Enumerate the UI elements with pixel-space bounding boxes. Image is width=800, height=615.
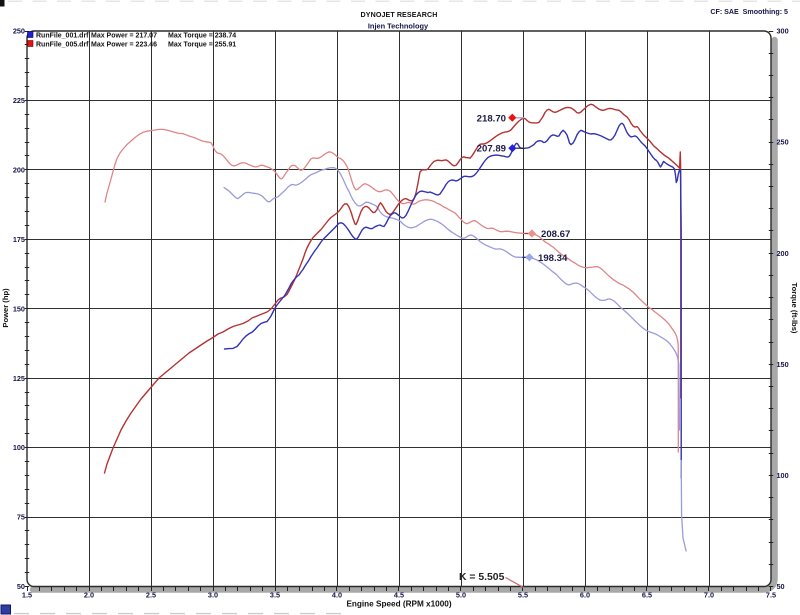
svg-text:RunFile_005.drf: RunFile_005.drf xyxy=(36,41,89,48)
svg-text:6.0: 6.0 xyxy=(580,591,590,600)
svg-text:100: 100 xyxy=(777,471,789,480)
svg-text:5.5: 5.5 xyxy=(518,591,528,600)
svg-text:Max Power = 217.07: Max Power = 217.07 xyxy=(91,32,157,39)
svg-text:3.0: 3.0 xyxy=(208,591,218,600)
svg-text:5.0: 5.0 xyxy=(456,591,466,600)
svg-text:207.89: 207.89 xyxy=(477,144,506,155)
svg-text:100: 100 xyxy=(13,443,25,452)
svg-text:Injen Technology: Injen Technology xyxy=(368,22,429,31)
svg-text:2.5: 2.5 xyxy=(146,591,156,600)
svg-text:50: 50 xyxy=(777,582,785,591)
svg-text:6.5: 6.5 xyxy=(642,591,652,600)
svg-text:75: 75 xyxy=(17,513,25,522)
svg-text:2.0: 2.0 xyxy=(84,591,94,600)
svg-text:Max Torque = 255.91: Max Torque = 255.91 xyxy=(168,41,236,48)
svg-text:7.0: 7.0 xyxy=(704,591,714,600)
svg-text:Power (hp): Power (hp) xyxy=(1,288,10,328)
svg-text:250: 250 xyxy=(777,138,789,147)
svg-text:4.0: 4.0 xyxy=(332,591,342,600)
svg-text:Max Power = 223.46: Max Power = 223.46 xyxy=(91,41,157,48)
svg-text:DYNOJET RESEARCH: DYNOJET RESEARCH xyxy=(361,11,438,19)
svg-text:300: 300 xyxy=(777,27,789,36)
svg-text:CF: SAE Smoothing: 5: CF: SAE Smoothing: 5 xyxy=(710,8,788,16)
svg-text:3.5: 3.5 xyxy=(270,591,280,600)
svg-text:1.5: 1.5 xyxy=(22,591,32,600)
svg-text:50: 50 xyxy=(17,582,25,591)
svg-text:198.34: 198.34 xyxy=(538,253,568,264)
svg-text:RunFile_001.drf: RunFile_001.drf xyxy=(36,32,89,39)
svg-text:K = 5.505: K = 5.505 xyxy=(459,572,505,583)
svg-text:218.70: 218.70 xyxy=(477,113,506,124)
svg-text:175: 175 xyxy=(13,235,25,244)
svg-text:Max Torque = 238.74: Max Torque = 238.74 xyxy=(168,32,236,39)
svg-text:250: 250 xyxy=(13,27,25,36)
svg-text:225: 225 xyxy=(13,96,25,105)
svg-text:7.5: 7.5 xyxy=(766,591,776,600)
svg-text:150: 150 xyxy=(13,304,25,313)
svg-text:4.5: 4.5 xyxy=(394,591,404,600)
svg-text:125: 125 xyxy=(13,374,25,383)
svg-text:Torque (ft-lbs): Torque (ft-lbs) xyxy=(790,283,799,334)
svg-text:208.67: 208.67 xyxy=(541,229,570,240)
svg-text:150: 150 xyxy=(777,360,789,369)
svg-text:200: 200 xyxy=(13,166,25,175)
svg-text:200: 200 xyxy=(777,249,789,258)
svg-text:Engine Speed (RPM x1000): Engine Speed (RPM x1000) xyxy=(346,600,451,609)
